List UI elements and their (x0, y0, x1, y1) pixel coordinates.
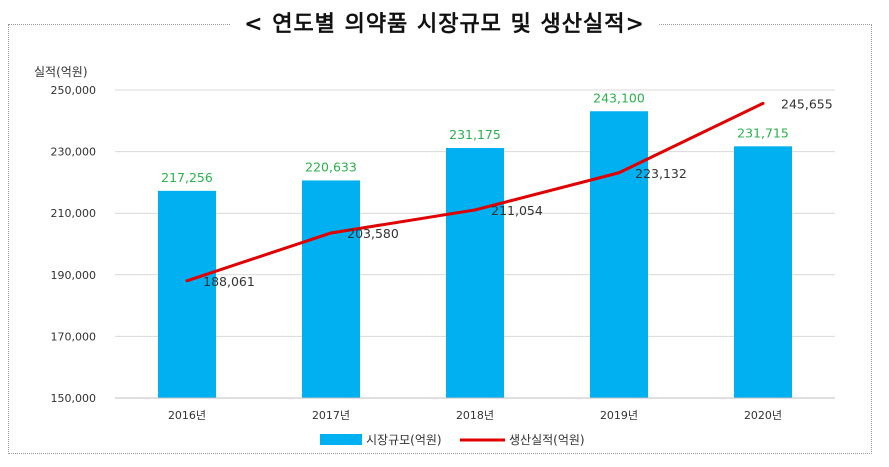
line-point (473, 208, 477, 212)
y-tick-label: 250,000 (51, 84, 97, 97)
legend-label-bar: 시장규모(억원) (366, 433, 442, 447)
line-data-label: 211,054 (491, 203, 543, 218)
bar-series (158, 111, 792, 398)
legend-swatch-bar (320, 434, 362, 445)
bar-data-label: 243,100 (593, 90, 645, 105)
line-data-label: 245,655 (781, 96, 833, 111)
title-wrap: < 연도별 의약품 시장규모 및 생산실적> (0, 6, 889, 38)
x-tick-label: 2018년 (456, 409, 494, 422)
y-axis: 150,000 170,000 190,000 210,000 230,000 250,0… (34, 65, 96, 405)
y-axis-label: 실적(억원) (34, 65, 88, 79)
line-data-label: 203,580 (347, 226, 399, 241)
legend: 시장규모(억원) 생산실적(억원) (320, 433, 585, 447)
bar (734, 146, 792, 398)
bar-data-label: 220,633 (305, 159, 357, 174)
y-tick-label: 190,000 (51, 269, 97, 282)
line-point (761, 101, 765, 105)
line-data-label: 188,061 (203, 274, 255, 289)
y-tick-label: 210,000 (51, 207, 97, 220)
y-tick-label: 170,000 (51, 330, 97, 343)
data-labels: 217,256 220,633 231,175 243,100 231,715 188,0… (161, 90, 833, 289)
y-tick-label: 230,000 (51, 146, 97, 159)
bar (590, 111, 648, 398)
x-tick-label: 2019년 (600, 409, 638, 422)
bar-data-label: 231,715 (737, 125, 789, 140)
line-point (329, 231, 333, 235)
x-tick-label: 2020년 (744, 409, 782, 422)
bar-data-label: 231,175 (449, 127, 501, 142)
chart-title: < 연도별 의약품 시장규모 및 생산실적> (230, 6, 659, 38)
x-tick-label: 2017년 (312, 409, 350, 422)
line-point (617, 171, 621, 175)
bar-data-label: 217,256 (161, 170, 213, 185)
line-data-label: 223,132 (635, 166, 687, 181)
bar (446, 147, 504, 398)
bar (302, 180, 360, 398)
bar (158, 190, 216, 398)
y-tick-label: 150,000 (51, 392, 97, 405)
line-series (185, 101, 765, 283)
x-tick-label: 2016년 (168, 409, 206, 422)
legend-label-line: 생산실적(억원) (509, 433, 585, 447)
line-point (185, 279, 189, 283)
x-axis: 2016년 2017년 2018년 2019년 2020년 (115, 397, 835, 422)
